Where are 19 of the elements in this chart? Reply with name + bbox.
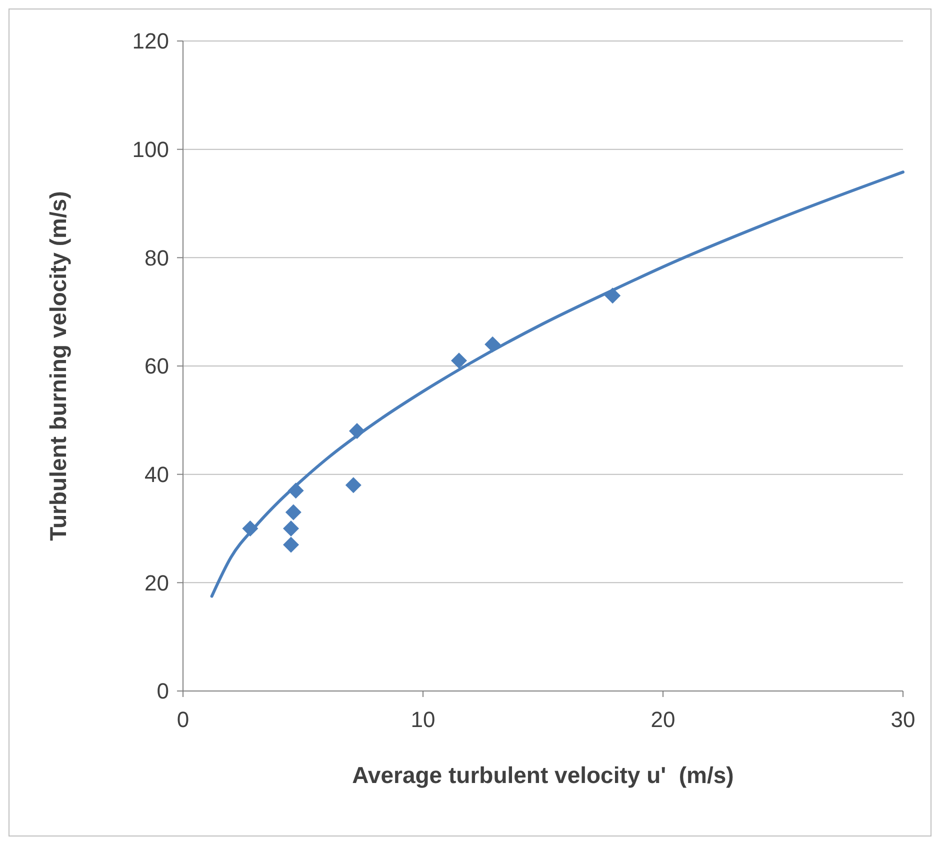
y-tick-label: 20	[144, 570, 169, 596]
y-axis-title: Turbulent burning velocity (m/s)	[45, 191, 71, 541]
y-tick-label: 100	[132, 137, 169, 162]
x-tick-label: 10	[410, 707, 436, 732]
x-tick-label: 30	[890, 707, 916, 732]
y-tick-label: 120	[132, 28, 169, 54]
y-tick-label: 40	[144, 462, 169, 488]
x-tick-label: 20	[650, 707, 676, 732]
point	[283, 536, 299, 553]
x-axis-title: Average turbulent velocity u' (m/s)	[352, 762, 734, 788]
y-tick-label: 60	[144, 354, 169, 379]
point	[451, 352, 467, 369]
line-series	[210, 170, 904, 598]
point	[345, 477, 362, 494]
y-tick-label: 80	[144, 245, 169, 270]
y-tick-label: 0	[156, 678, 169, 704]
point	[285, 504, 302, 520]
point	[283, 520, 299, 536]
x-tick-label: 0	[176, 707, 190, 732]
